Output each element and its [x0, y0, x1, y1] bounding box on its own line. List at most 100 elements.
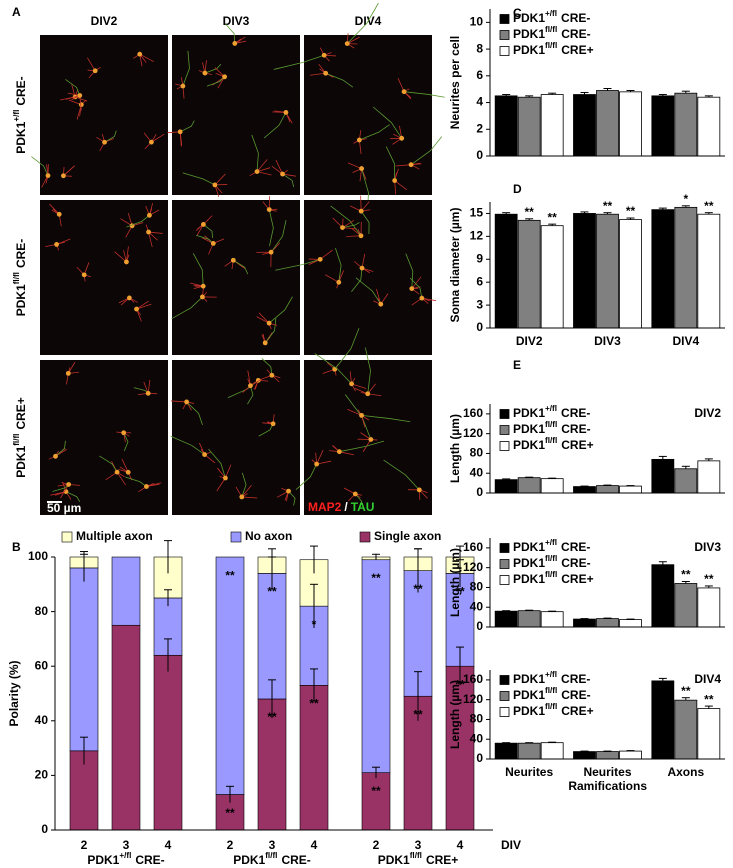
- legend-label: PDK1+/fl CRE-: [513, 670, 590, 686]
- legend-label-sup: fl/fl: [545, 25, 557, 34]
- soma: [365, 391, 371, 397]
- axon: [372, 106, 403, 139]
- significance: **: [455, 677, 465, 691]
- soma: [180, 83, 186, 89]
- bar: [573, 486, 596, 494]
- y-axis-label: Length (µm): [448, 414, 462, 483]
- y-tick-label: 9: [476, 251, 483, 265]
- soma: [230, 257, 236, 263]
- legend-label-sup: fl/fl: [545, 702, 557, 711]
- y-axis-label: Soma diameter (µm): [448, 208, 462, 323]
- legend-label-suffix: CRE-: [561, 406, 590, 420]
- axon: [182, 172, 216, 186]
- significance: **: [267, 585, 277, 599]
- neurite: [146, 482, 162, 487]
- soma: [409, 286, 415, 292]
- bar: [540, 742, 564, 760]
- neurite: [65, 95, 80, 100]
- x-tick-label: 3: [269, 838, 276, 852]
- bar-segment: [257, 698, 287, 831]
- neurite: [139, 53, 155, 63]
- axon: [186, 401, 203, 425]
- soma: [401, 89, 407, 95]
- neurite: [411, 276, 422, 289]
- soma: [56, 211, 62, 217]
- axon: [354, 493, 363, 509]
- soma: [270, 421, 276, 427]
- axon: [264, 318, 277, 344]
- axon: [330, 205, 362, 236]
- neurite: [394, 180, 407, 191]
- legend-label-base: PDK1: [513, 406, 545, 420]
- soma: [419, 295, 425, 301]
- bar: [674, 92, 698, 157]
- soma: [146, 229, 151, 235]
- micrograph: [172, 200, 300, 355]
- axon: [31, 156, 49, 176]
- soma: [392, 178, 398, 183]
- legend-label-sup: +/fl: [545, 9, 557, 18]
- stain-legend: MAP2/TAU: [308, 500, 374, 514]
- soma: [399, 135, 405, 141]
- significance: **: [547, 210, 557, 224]
- neurite: [347, 409, 362, 416]
- y-tick-label: 160: [463, 672, 483, 686]
- y-tick-label: 80: [35, 604, 49, 618]
- legend-swatch: [499, 46, 510, 56]
- legend-swatch: [499, 675, 510, 685]
- legend-label-base: PDK1: [513, 11, 545, 25]
- micrograph: [304, 35, 432, 195]
- neurite: [351, 383, 367, 389]
- y-tick-label: 80: [470, 446, 484, 460]
- bar-segment: [361, 559, 391, 773]
- soma: [286, 488, 291, 494]
- legend-label-sup: fl/fl: [545, 554, 557, 563]
- soma: [321, 52, 327, 58]
- axon: [359, 124, 390, 141]
- legend-label-sup: fl/fl: [545, 420, 557, 429]
- neurite: [79, 95, 82, 111]
- y-axis-label: Length (µm): [448, 548, 462, 617]
- row-label-base: PDK1: [14, 445, 28, 477]
- soma: [78, 102, 84, 108]
- soma: [336, 449, 342, 455]
- soma: [222, 475, 228, 481]
- x-tick-label-box: Axons: [667, 765, 704, 779]
- neurite: [376, 288, 382, 305]
- bar-segment: [153, 654, 183, 831]
- bar: [619, 219, 642, 329]
- group-label-suffix: CRE-: [281, 853, 310, 867]
- row-label-sup: fl/fl: [12, 272, 21, 284]
- soma: [254, 169, 260, 174]
- axon: [241, 472, 247, 498]
- bar: [517, 219, 541, 329]
- soma: [137, 51, 143, 57]
- y-tick-label: 10: [470, 15, 484, 29]
- neurite: [170, 400, 187, 403]
- soma: [148, 139, 154, 145]
- neurite: [256, 159, 268, 172]
- axon: [410, 136, 443, 166]
- soma: [61, 173, 66, 179]
- neurite: [346, 235, 362, 237]
- y-tick-label: 0: [476, 320, 483, 334]
- axon: [360, 210, 370, 234]
- axon: [275, 258, 321, 271]
- axon: [334, 328, 360, 370]
- axon: [342, 222, 360, 229]
- bar: [573, 213, 596, 329]
- micrograph: [40, 200, 168, 355]
- soma: [200, 283, 206, 289]
- soma: [144, 484, 149, 489]
- y-tick-label: 3: [476, 297, 483, 311]
- bar-segment: [69, 567, 99, 752]
- soma: [92, 68, 98, 74]
- y-axis-label: Polarity (%): [7, 660, 21, 726]
- soma: [125, 469, 131, 475]
- axon: [270, 220, 287, 253]
- significance: **: [704, 572, 714, 586]
- bar-segment: [215, 556, 245, 795]
- legend-label-suffix: CRE+: [561, 704, 593, 718]
- bar: [697, 708, 721, 760]
